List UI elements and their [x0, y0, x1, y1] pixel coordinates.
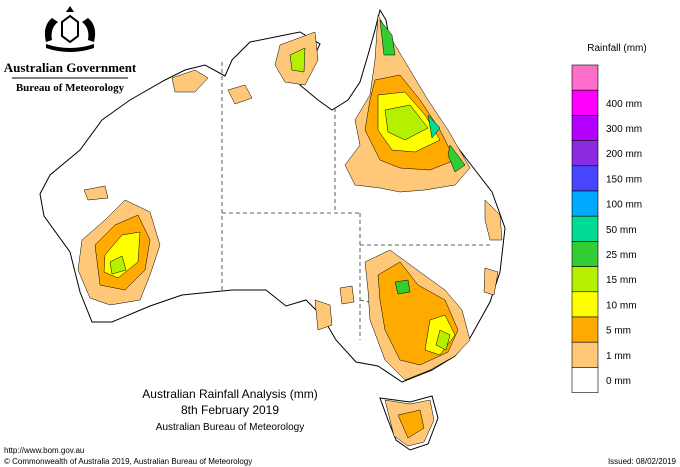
legend: 400 mm 300 mm 200 mm 150 mm 100 mm 50 mm 25 mm…: [571, 64, 642, 393]
legend-swatch: [571, 266, 599, 293]
legend-label: 100 mm: [606, 200, 642, 211]
map: [39, 8, 506, 451]
footer-issued: Issued: 08/02/2019: [608, 457, 677, 466]
legend-swatch: [571, 64, 599, 91]
legend-label: 50 mm: [606, 225, 637, 236]
government: Australian Government: [4, 60, 137, 75]
legend-label: 15 mm: [606, 275, 637, 286]
legend-swatch: [571, 316, 599, 343]
footer-copyright: © Commonwealth of Australia 2019, Austra…: [4, 457, 252, 466]
legend-label: 0 mm: [606, 376, 631, 387]
legend-swatch: [571, 140, 599, 167]
legend-swatch: [571, 115, 599, 141]
legend-swatch: [571, 89, 599, 116]
legend-swatch: [571, 215, 599, 242]
legend-label: 5 mm: [606, 326, 631, 337]
footer-url: http://www.bom.gov.au: [4, 446, 84, 455]
legend-title: Rainfall (mm): [587, 43, 646, 54]
legend-swatch: [571, 291, 599, 318]
legend-label: 400 mm: [606, 99, 642, 110]
legend-swatch: [571, 241, 599, 267]
legend-swatch: [571, 341, 599, 368]
legend-label: 200 mm: [606, 149, 642, 160]
agency: Bureau of Meteorology: [16, 82, 125, 94]
legend-swatch: [571, 165, 599, 192]
legend-label: 300 mm: [606, 124, 642, 135]
rain-patches: [77, 14, 503, 447]
legend-label: 1 mm: [606, 351, 631, 362]
caption-source: Australian Bureau of Meteorology: [156, 422, 304, 433]
legend-label: 25 mm: [606, 250, 637, 261]
legend-swatch: [571, 190, 599, 217]
caption-date: 8th February 2019: [181, 403, 279, 417]
legend-label: 10 mm: [606, 300, 637, 311]
legend-swatch: [571, 367, 599, 393]
legend-label: 150 mm: [606, 174, 642, 185]
caption-title: Australian Rainfall Analysis (mm): [142, 387, 317, 401]
coat-of-arms: [44, 6, 96, 52]
